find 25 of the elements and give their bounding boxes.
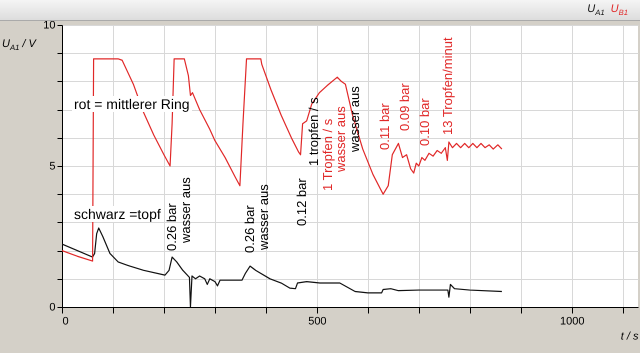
annotation: rot = mittlerer Ring — [72, 96, 192, 112]
y-tick-label: 10 — [43, 20, 56, 32]
annotation: 1 tropfen / s — [306, 97, 321, 166]
annotation: 13 Tropfen/minut — [440, 37, 455, 135]
text: U$_{A1}$ — [587, 3, 605, 18]
annotation: 0.26 bar — [164, 203, 179, 251]
x-tick-label: 1000 — [560, 316, 584, 328]
annotation: wasser aus — [347, 86, 362, 152]
text: U$_{B1}$ — [610, 3, 628, 18]
x-tick-label: 500 — [308, 316, 327, 328]
annotation: 0.26 bar — [242, 205, 257, 253]
annotation: 1 Tropfen / s — [320, 118, 335, 191]
y-axis-title: U$_{A1}$ / V — [2, 38, 36, 52]
annotation: wasser aus — [333, 106, 348, 172]
annotation: wasser aus — [256, 184, 271, 250]
annotation: wasser aus — [178, 177, 193, 243]
x-tick-label: 0 — [62, 316, 69, 328]
annotation: 0.09 bar — [397, 83, 412, 131]
annotation: 0.10 bar — [417, 98, 432, 146]
y-tick-label: 5 — [49, 160, 56, 172]
x-axis-title: t / s — [620, 330, 639, 342]
annotation: schwarz =topf — [72, 206, 163, 222]
annotation: 0.12 bar — [294, 178, 309, 226]
y-tick-label: 0 — [49, 302, 56, 314]
annotation: 0.11 bar — [377, 103, 392, 150]
